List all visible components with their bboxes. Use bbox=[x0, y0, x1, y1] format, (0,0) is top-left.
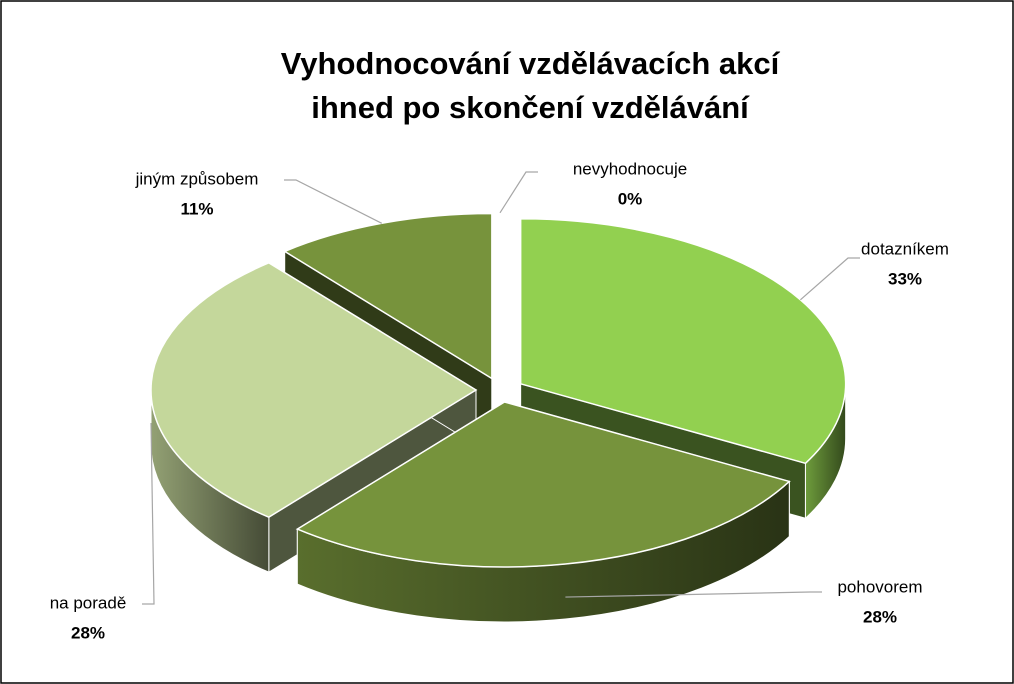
leader-line bbox=[284, 179, 383, 224]
slice-top bbox=[283, 212, 493, 380]
slice-value-label: 28% bbox=[863, 607, 897, 626]
leader-line bbox=[800, 257, 860, 301]
slice-label: dotazníkem bbox=[861, 239, 949, 258]
chart-subtitle: ihned po skončení vzdělávání bbox=[311, 90, 750, 125]
slice-value-label: 11% bbox=[180, 199, 213, 218]
leader-line bbox=[142, 422, 155, 605]
slice-top bbox=[295, 401, 791, 568]
chart-title: Vyhodnocování vzdělávacích akcí bbox=[281, 46, 781, 81]
slice-top bbox=[150, 262, 478, 518]
leader-line bbox=[499, 171, 538, 214]
slice-value-label: 0% bbox=[618, 189, 643, 208]
slice-label: jiným způsobem bbox=[135, 169, 259, 188]
slice-label: nevyhodnocuje bbox=[573, 159, 687, 178]
slice-value-label: 33% bbox=[888, 269, 922, 288]
slice-value-label: 28% bbox=[71, 623, 105, 642]
leader-line bbox=[565, 591, 822, 598]
slice-label: pohovorem bbox=[837, 577, 922, 596]
slice-label: na poradě bbox=[50, 593, 127, 612]
slice-top bbox=[519, 218, 847, 465]
pie-slice bbox=[295, 401, 791, 623]
